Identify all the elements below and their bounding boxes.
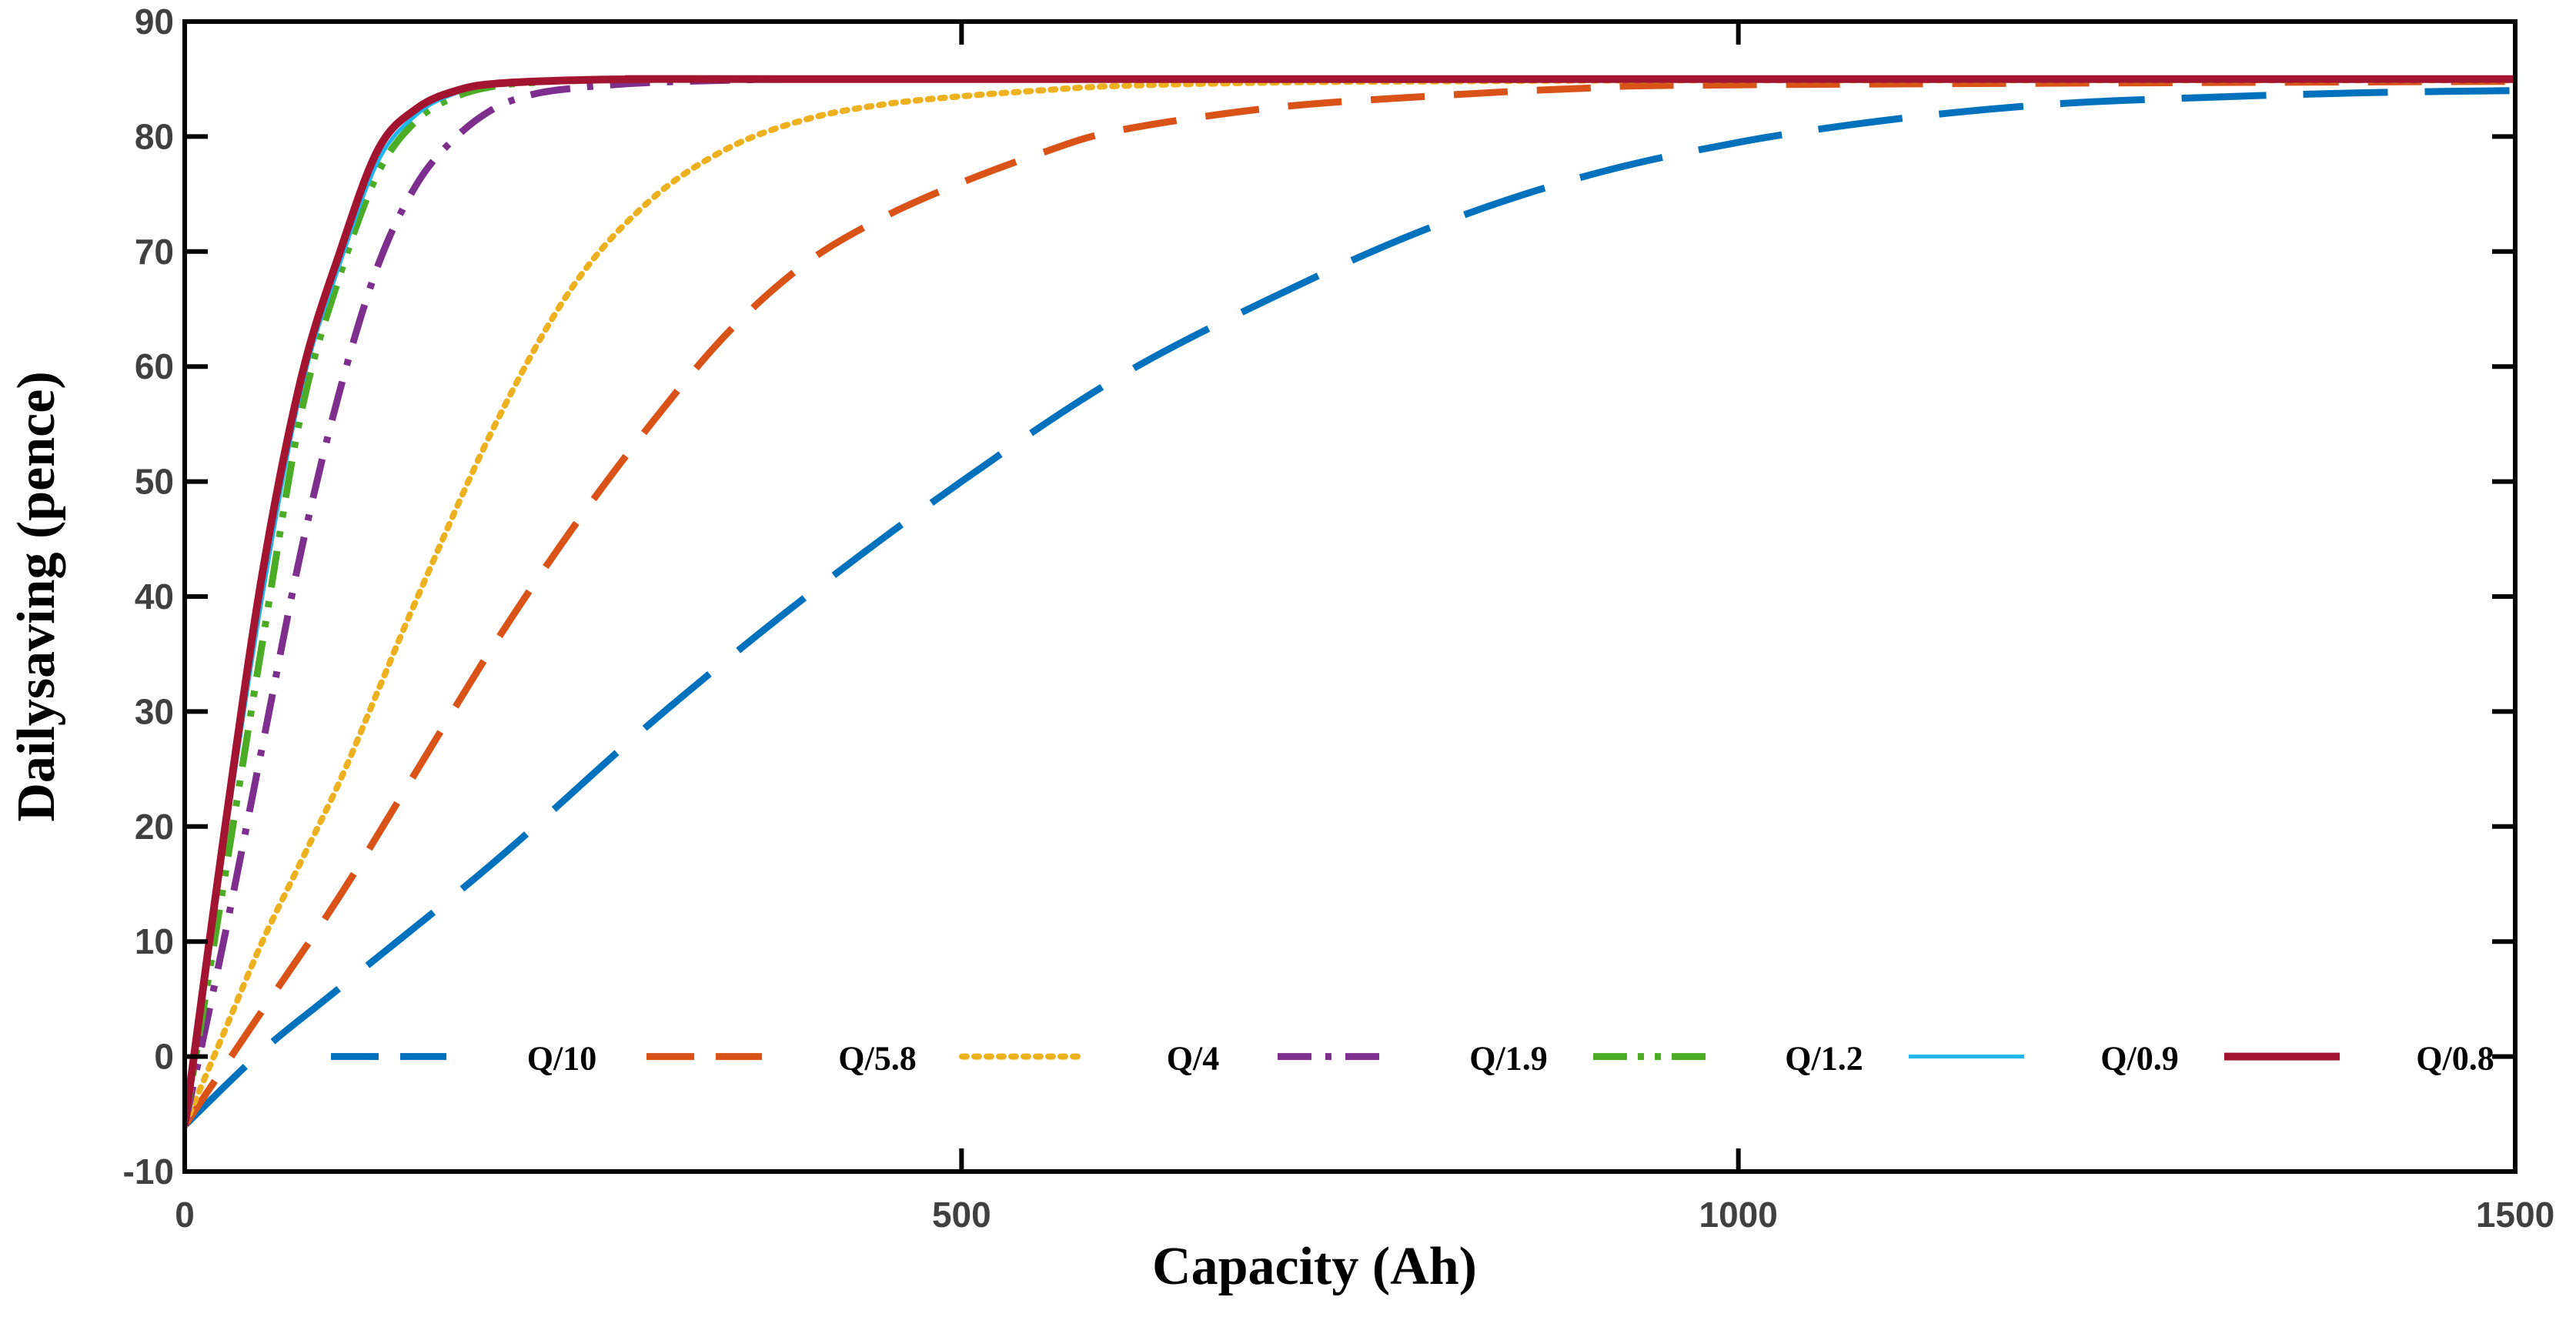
- series-line-q-10: [185, 87, 2515, 1128]
- legend-label: Q/1.2: [1785, 1040, 1863, 1078]
- legend-label: Q/4: [1167, 1040, 1219, 1078]
- y-axis-title: Dailysaving (pence): [7, 371, 66, 821]
- legend: Q/10 Q/5.8 Q/4 Q/1.9 Q/1.2 Q/0.9 Q/0.8: [331, 1040, 2494, 1078]
- legend-label: Q/5.8: [838, 1040, 916, 1078]
- x-tick-label: 1500: [2476, 1195, 2554, 1235]
- legend-label: Q/0.9: [2100, 1040, 2178, 1078]
- y-tick-label: 40: [135, 577, 174, 617]
- y-tick-label: 80: [135, 116, 174, 156]
- y-tick-label: 60: [135, 346, 174, 386]
- y-tick-label: 0: [154, 1037, 174, 1077]
- y-tick-label: 30: [135, 691, 174, 731]
- legend-label: Q/10: [527, 1040, 596, 1078]
- x-tick-label: 1000: [1699, 1195, 1777, 1235]
- y-tick-label: 10: [135, 921, 174, 961]
- legend-label: Q/1.9: [1469, 1040, 1547, 1078]
- y-tick-label: 70: [135, 232, 174, 272]
- x-tick-label: 500: [932, 1195, 991, 1235]
- x-tick-label: 0: [175, 1195, 195, 1235]
- series-layer: [185, 75, 2515, 1129]
- y-tick-label: 90: [135, 2, 174, 42]
- x-axis-title: Capacity (Ah): [1152, 1237, 1477, 1296]
- y-tick-label: 20: [135, 807, 174, 847]
- y-tick-label: 50: [135, 462, 174, 502]
- series-line-q-0-8: [185, 75, 2515, 1126]
- series-line-q-5-8: [185, 78, 2515, 1128]
- legend-label: Q/0.8: [2416, 1040, 2494, 1078]
- y-tick-label: -10: [123, 1152, 174, 1192]
- series-line-q-1-2: [185, 75, 2515, 1126]
